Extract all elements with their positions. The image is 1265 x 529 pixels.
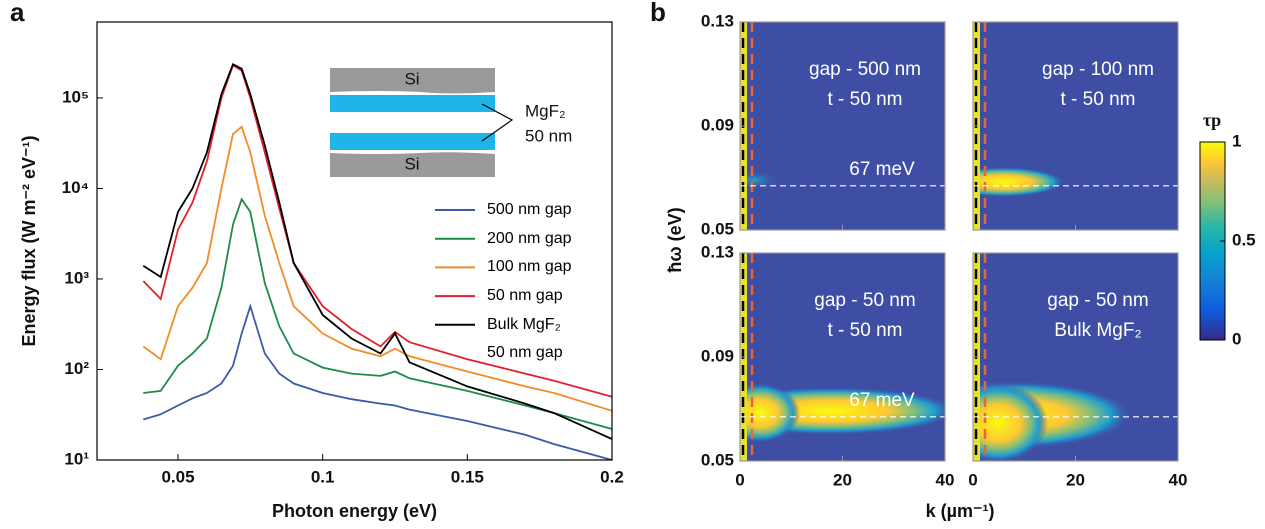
x-tick-label: 20	[1066, 470, 1085, 489]
heatmap-bg	[740, 22, 945, 230]
y-tick-label: 0.09	[701, 346, 734, 365]
legend-label: 100 nm gap	[487, 258, 572, 276]
y-tick-label: 10⁴	[62, 178, 89, 197]
annotation: t - 50 nm	[1061, 89, 1136, 110]
data-line	[142, 63, 613, 440]
x-tick-label: 0.05	[161, 467, 194, 486]
y-tick-label: 0.05	[701, 219, 734, 238]
heatmap-bg	[973, 22, 1178, 230]
y-tick-label: 10³	[64, 268, 89, 287]
x-tick-label: 0	[735, 470, 744, 489]
inset-label: MgF₂	[525, 101, 566, 120]
si-layer	[330, 152, 495, 177]
reference-label: 67 meV	[849, 159, 915, 180]
y-axis-label: ħω (eV)	[665, 207, 685, 272]
y-tick-label: 0.09	[701, 115, 734, 134]
heatmap-region	[973, 167, 1065, 197]
legend-label: 500 nm gap	[487, 201, 572, 218]
legend-label: 50 nm gap	[487, 287, 563, 305]
annotation: t - 50 nm	[828, 320, 903, 341]
inset-label: Si	[404, 69, 419, 88]
x-tick-label: 40	[936, 470, 955, 489]
x-tick-label: 0.2	[600, 467, 624, 486]
annotation: Bulk MgF₂	[1054, 320, 1142, 341]
colorbar-label: τp	[1203, 110, 1221, 130]
heatmap-region	[973, 383, 1048, 461]
panel-label: a	[10, 0, 25, 27]
data-line	[143, 303, 613, 461]
annotation: t - 50 nm	[828, 89, 903, 110]
si-layer	[330, 68, 495, 94]
reference-label: 67 meV	[849, 390, 915, 411]
annotation: gap - 500 nm	[809, 59, 921, 80]
y-tick-label: 10²	[64, 359, 89, 378]
colorbar-tick-label: 1	[1232, 131, 1241, 150]
heatmap	[740, 22, 945, 230]
y-tick-label: 0.13	[701, 11, 734, 30]
leader-line	[481, 103, 514, 142]
y-tick-label: 0.05	[701, 450, 734, 469]
heatmap-region	[740, 383, 800, 443]
plot-frame	[96, 21, 613, 461]
x-axis-label: k (µm⁻¹)	[926, 501, 995, 521]
y-tick-label: 10⁵	[62, 87, 89, 106]
x-tick-label: 0.15	[451, 467, 484, 486]
inset	[330, 68, 514, 177]
x-tick-label: 40	[1169, 470, 1188, 489]
legend-label: 200 nm gap	[487, 229, 572, 247]
x-tick-label: 0	[968, 470, 977, 489]
colorbar-tick-label: 0.5	[1232, 230, 1256, 249]
data-line	[142, 125, 613, 412]
mgf2-layer	[330, 95, 495, 112]
legend-label: Bulk MgF₂ 50 nm gap	[487, 315, 563, 361]
heatmap	[740, 253, 945, 461]
y-tick-label: 0.13	[701, 242, 734, 261]
heatmap-region	[740, 170, 780, 190]
inset-label: Si	[404, 154, 419, 173]
y-axis-label: Energy flux (W m⁻² eV⁻¹)	[19, 135, 39, 346]
panel-label: b	[650, 0, 666, 27]
x-tick-label: 20	[833, 470, 852, 489]
y-tick-label: 10¹	[64, 449, 89, 468]
annotation: gap - 100 nm	[1042, 59, 1154, 80]
x-tick-label: 0.1	[311, 467, 335, 486]
heatmap	[973, 22, 1178, 230]
annotation: gap - 50 nm	[1047, 290, 1148, 311]
data-line	[142, 63, 613, 398]
inset-label: 50 nm	[525, 126, 572, 145]
data-line	[143, 197, 613, 430]
mgf2-layer	[330, 133, 495, 150]
x-axis-label: Photon energy (eV)	[272, 501, 437, 521]
colorbar-tick-label: 0	[1232, 329, 1241, 348]
annotation: gap - 50 nm	[814, 290, 915, 311]
